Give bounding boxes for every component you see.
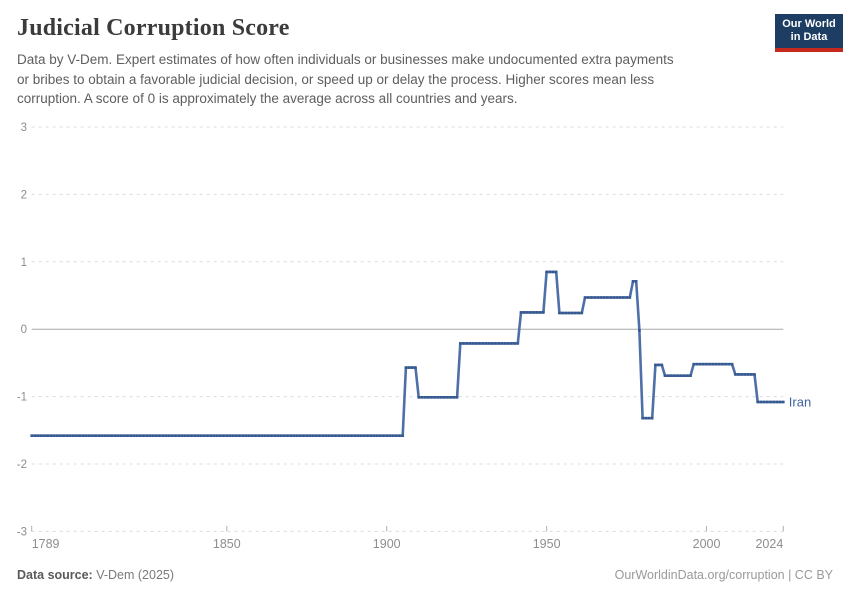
credit-note: OurWorldinData.org/corruption | CC BY	[615, 568, 833, 582]
data-line-iran[interactable]	[31, 270, 784, 438]
owid-logo-line2: in Data	[790, 31, 828, 43]
subtitle-line: or bribes to obtain a favorable judicial…	[17, 71, 655, 87]
y-tick-label: -3	[17, 526, 27, 538]
y-tick-label: 0	[21, 324, 27, 336]
x-tick-label: 1900	[373, 537, 401, 551]
page-title: Judicial Corruption Score	[17, 15, 290, 41]
data-source-value: V-Dem (2025)	[92, 568, 175, 582]
subtitle-line: Data by V-Dem. Expert estimates of how o…	[17, 52, 674, 67]
x-tick-label: 1950	[533, 537, 561, 551]
license-label: | CC BY	[784, 568, 833, 582]
chart-footer: Data source: V-Dem (2025) OurWorldinData…	[17, 568, 833, 588]
owid-url-link[interactable]: OurWorldinData.org/corruption	[614, 568, 785, 582]
data-source-note: Data source: V-Dem (2025)	[17, 568, 174, 582]
x-tick-label: 1850	[213, 537, 241, 551]
data-source-label: Data source:	[17, 568, 93, 582]
owid-logo[interactable]: Our World in Data	[775, 14, 843, 52]
x-tick-label: 2000	[693, 537, 721, 551]
entity-label-iran: Iran	[789, 394, 811, 409]
subtitle-line: corruption. A score of 0 is approximatel…	[17, 91, 518, 106]
y-tick-label: -1	[17, 392, 27, 404]
owid-logo-line1: Our World	[782, 18, 836, 30]
x-tick-label: 1789	[32, 537, 60, 551]
y-tick-label: 2	[21, 189, 27, 201]
data-point-markers-iran[interactable]	[30, 270, 785, 437]
chart-subtitle: Data by V-Dem. Expert estimates of how o…	[17, 50, 777, 109]
x-tick-label: 2024	[755, 537, 783, 551]
y-tick-label: 3	[21, 122, 27, 134]
y-tick-label: 1	[21, 257, 27, 269]
y-tick-label: -2	[17, 459, 27, 471]
